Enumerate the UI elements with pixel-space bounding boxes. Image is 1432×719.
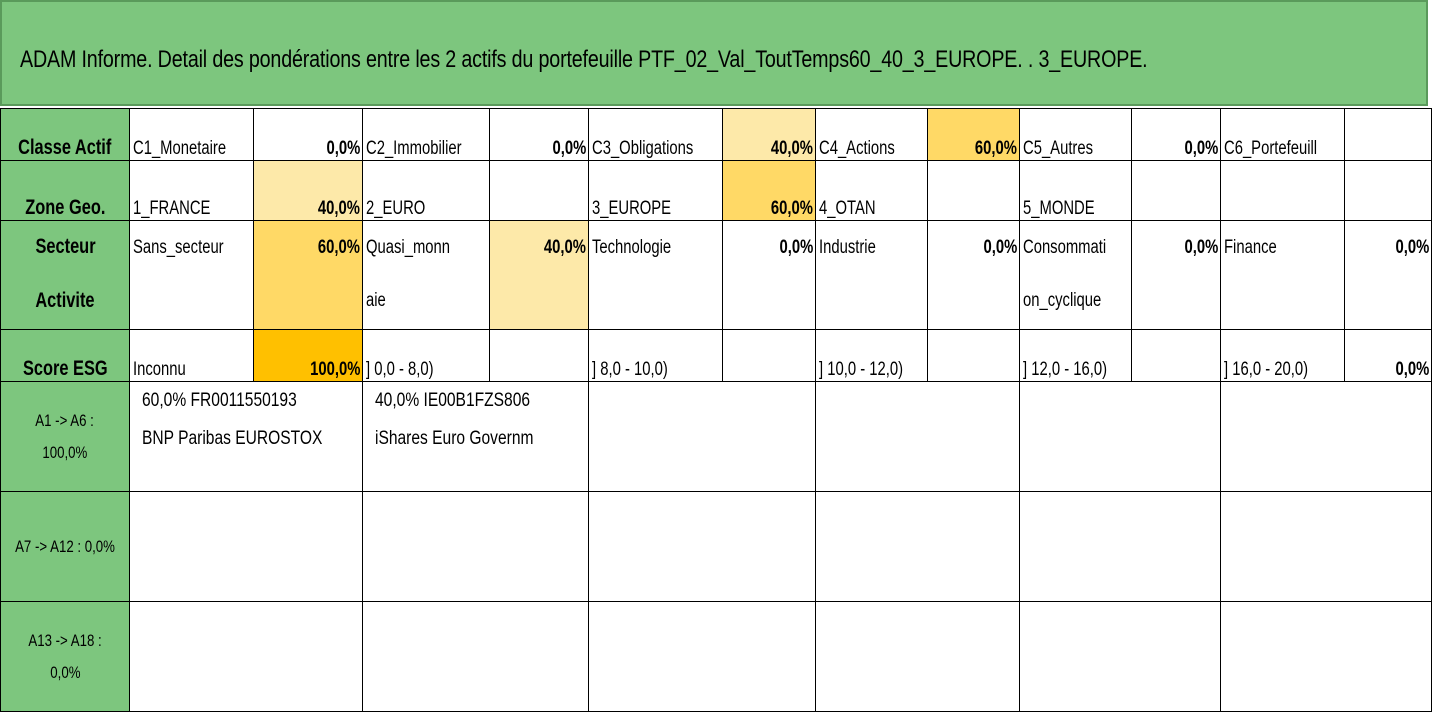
asset-empty-cell [588,491,816,602]
asset-group-label: A13 -> A18 : 0,0% [0,601,131,712]
cell-value [488,160,590,221]
cell-value: 0,0% [488,108,590,161]
asset-empty-cell [362,491,590,602]
row-assets-a13-a18: A13 -> A18 : 0,0% [0,601,1432,712]
row-zone-geo: Zone Geo. 1_FRANCE 40,0% 2_EURO 3_EUROPE… [0,160,1432,221]
asset-group-label: A1 -> A6 : 100,0% [0,381,131,492]
row-score-esg: Score ESG Inconnu 100,0% ] 0,0 - 8,0) ] … [0,329,1432,382]
cell-value: 100,0% [252,329,364,382]
cell-label: 5_MONDE [1019,160,1133,221]
cell-value: 0,0% [926,220,1021,330]
cell-label: Consommati on_cyclique [1019,220,1133,330]
cell-value: 0,0% [1131,108,1222,161]
asset-empty-cell [362,601,590,712]
row-assets-a7-a12: A7 -> A12 : 0,0% [0,491,1432,602]
cell-value: 60,0% [926,108,1021,161]
row-header-secteur: Secteur Activite [0,220,131,330]
cell-label: 1_FRANCE [129,160,254,221]
row-header-esg: Score ESG [0,329,131,382]
cell-value: 40,0% [488,220,590,330]
cell-value: 60,0% [252,220,364,330]
cell-label: Industrie [814,220,928,330]
cell-label: C1_Monetaire [129,108,254,161]
cell-label: Finance [1220,220,1345,330]
asset-empty-cell [1019,491,1222,602]
cell-label: ] 16,0 - 20,0) [1220,329,1345,382]
cell-label: Quasi_monn aie [362,220,490,330]
cell-value: 40,0% [252,160,364,221]
row-assets-a1-a6: A1 -> A6 : 100,0% 60,0% FR0011550193 BNP… [0,381,1432,492]
cell-label: ] 0,0 - 8,0) [362,329,490,382]
asset-empty-cell [814,381,1021,492]
cell-label: C4_Actions [814,108,928,161]
asset-empty-cell [588,601,816,712]
cell-value: 0,0% [1131,220,1222,330]
asset-group-label: A7 -> A12 : 0,0% [0,491,131,602]
asset-empty-cell [1019,381,1222,492]
report-title: ADAM Informe. Detail des pondérations en… [20,46,1148,73]
cell-value [1343,160,1432,221]
cell-label: 2_EURO [362,160,490,221]
asset-empty-cell [588,381,816,492]
cell-value: 0,0% [252,108,364,161]
asset-empty-cell [1220,381,1432,492]
row-header-classe: Classe Actif [0,108,131,161]
cell-value [1131,160,1222,221]
cell-label: C2_Immobilier [362,108,490,161]
cell-label: C6_Portefeuill [1220,108,1345,161]
cell-value [926,160,1021,221]
cell-label: Inconnu [129,329,254,382]
cell-label: ] 10,0 - 12,0) [814,329,928,382]
asset-empty-cell [814,601,1021,712]
cell-value [488,329,590,382]
weights-table: Classe Actif C1_Monetaire 0,0% C2_Immobi… [0,108,1432,712]
asset-entry: 40,0% IE00B1FZS806 iShares Euro Governm [362,381,590,492]
cell-label: 4_OTAN [814,160,928,221]
cell-label: C5_Autres [1019,108,1133,161]
cell-value [722,329,816,382]
row-classe-actif: Classe Actif C1_Monetaire 0,0% C2_Immobi… [0,108,1432,161]
cell-value [1343,108,1432,161]
cell-value [1131,329,1222,382]
cell-label: ] 8,0 - 10,0) [588,329,724,382]
asset-empty-cell [1220,491,1432,602]
cell-label: C3_Obligations [588,108,724,161]
row-header-zone: Zone Geo. [0,160,131,221]
asset-empty-cell [1019,601,1222,712]
cell-label: 3_EUROPE [588,160,724,221]
asset-empty-cell [1220,601,1432,712]
cell-label: ] 12,0 - 16,0) [1019,329,1133,382]
cell-value: 0,0% [722,220,816,330]
asset-empty-cell [129,601,364,712]
cell-label: Sans_secteur [129,220,254,330]
cell-label: Technologie [588,220,724,330]
row-secteur-activite: Secteur Activite Sans_secteur 60,0% Quas… [0,220,1432,330]
cell-value [926,329,1021,382]
asset-empty-cell [814,491,1021,602]
cell-value: 60,0% [722,160,816,221]
cell-value: 0,0% [1343,329,1432,382]
cell-value: 40,0% [722,108,816,161]
cell-value: 0,0% [1343,220,1432,330]
cell-label [1220,160,1345,221]
report-title-bar: ADAM Informe. Detail des pondérations en… [0,0,1428,106]
asset-empty-cell [129,491,364,602]
asset-entry: 60,0% FR0011550193 BNP Paribas EUROSTOX [129,381,364,492]
